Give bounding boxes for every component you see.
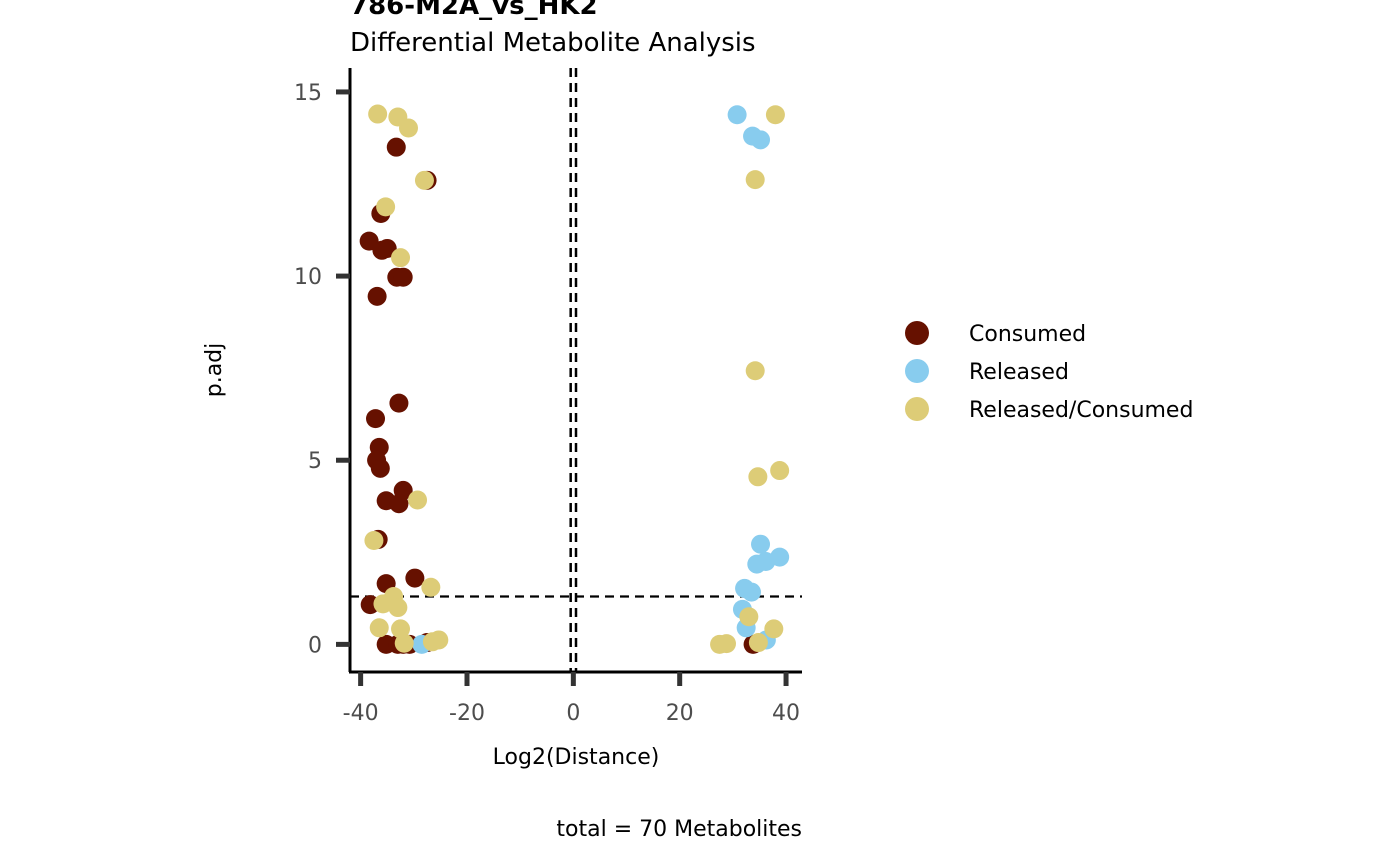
data-point: [751, 130, 771, 150]
x-axis-ticks: -40 -20 0 20 40: [343, 672, 800, 726]
data-point: [741, 582, 761, 602]
chart-title: 786-M2A_vs_HK2: [350, 0, 598, 21]
data-point: [368, 104, 388, 124]
legend-item: Released/Consumed: [905, 397, 1193, 423]
y-axis-title: p.adj: [202, 343, 227, 398]
legend-swatch: [905, 397, 929, 421]
legend-label: Consumed: [969, 322, 1086, 347]
legend-swatch: [905, 359, 929, 383]
chart-subtitle: Differential Metabolite Analysis: [350, 28, 756, 58]
x-tick-label: 0: [566, 701, 580, 726]
data-point: [366, 409, 386, 429]
data-point: [765, 105, 785, 125]
reference-lines: [350, 68, 802, 672]
x-tick-label: 20: [666, 701, 694, 726]
legend-item: Released: [905, 359, 1069, 385]
data-point: [764, 619, 784, 639]
data-point: [716, 634, 736, 654]
x-tick-label: 40: [772, 701, 800, 726]
data-point: [393, 267, 413, 287]
data-point: [739, 607, 759, 627]
data-point: [727, 105, 747, 125]
legend-item: Consumed: [905, 321, 1086, 347]
y-tick-label: 15: [294, 81, 322, 106]
data-point: [391, 248, 411, 268]
legend: Consumed Released Released/Consumed: [905, 321, 1193, 423]
data-point: [369, 618, 389, 638]
chart-caption: total = 70 Metabolites: [556, 817, 802, 842]
legend-swatch: [905, 321, 929, 345]
x-axis-title: Log2(Distance): [493, 745, 660, 770]
legend-label: Released/Consumed: [969, 398, 1193, 423]
data-point: [389, 494, 409, 514]
data-point: [748, 633, 768, 653]
data-point: [398, 118, 418, 138]
data-point: [770, 461, 790, 481]
data-point: [745, 361, 765, 381]
data-point: [414, 170, 434, 190]
legend-label: Released: [969, 360, 1069, 385]
y-tick-label: 10: [294, 265, 322, 290]
data-point: [748, 467, 768, 487]
x-tick-label: -20: [449, 701, 485, 726]
data-point: [747, 554, 767, 574]
x-tick-label: -40: [343, 701, 379, 726]
y-tick-label: 5: [308, 449, 322, 474]
data-point: [405, 568, 425, 588]
data-point: [745, 170, 765, 190]
data-point: [367, 286, 387, 306]
data-point: [751, 534, 771, 554]
data-point: [386, 137, 406, 157]
data-point: [364, 531, 384, 551]
data-point: [389, 393, 409, 413]
y-tick-label: 0: [308, 633, 322, 658]
data-point: [370, 458, 390, 478]
data-point: [422, 632, 442, 652]
data-point: [408, 490, 428, 510]
data-point: [391, 619, 411, 639]
data-point: [421, 577, 441, 597]
data-point: [388, 598, 408, 618]
series-released-consumed: [364, 104, 790, 654]
data-points: [359, 104, 790, 654]
y-axis-ticks: 0 5 10 15: [294, 81, 350, 658]
data-point: [373, 594, 393, 614]
data-point: [376, 197, 396, 217]
data-point: [372, 240, 392, 260]
data-point: [394, 633, 414, 653]
